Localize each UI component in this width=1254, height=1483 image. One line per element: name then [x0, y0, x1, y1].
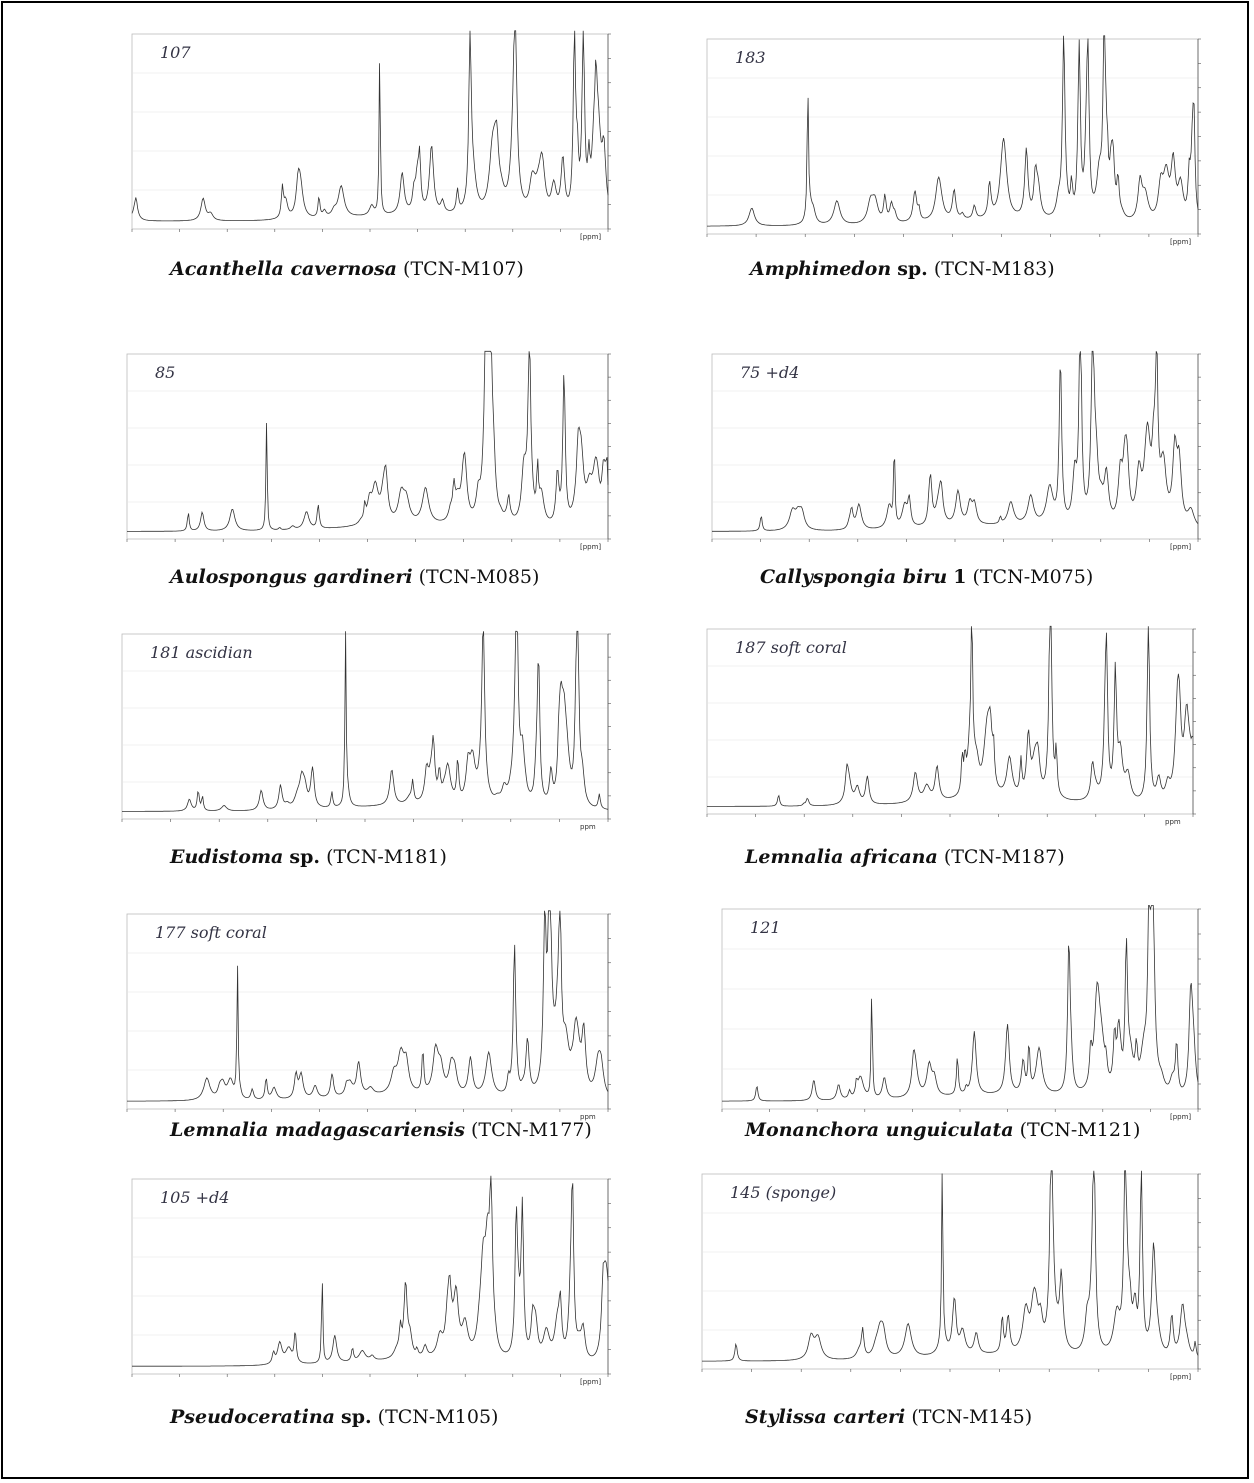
handwritten-note: 121: [750, 918, 781, 937]
axis-unit: [ppm]: [1170, 543, 1191, 551]
spectrum-trace: [712, 350, 1199, 532]
plot-frame: [126, 913, 609, 1110]
caption: Stylissa carteri (TCN-M145): [745, 1406, 1032, 1428]
handwritten-note: 145 (sponge): [730, 1183, 836, 1202]
axis-unit: [ppm]: [580, 1378, 601, 1386]
caption: Callyspongia biru 1 (TCN-M075): [760, 566, 1093, 588]
handwritten-note: 187 soft coral: [735, 638, 847, 657]
axis-unit: [ppm]: [580, 543, 601, 551]
plot-frame: [126, 353, 609, 540]
handwritten-note: 75 +d4: [740, 363, 799, 382]
caption: Lemnalia madagascariensis (TCN-M177): [170, 1119, 592, 1141]
caption: Eudistoma sp. (TCN-M181): [170, 846, 447, 868]
species-name: Lemnalia madagascariensis: [170, 1119, 465, 1141]
caption: Amphimedon sp. (TCN-M183): [750, 258, 1055, 280]
nmr-spectrum: 187 soft coral ppm: [706, 625, 1196, 826]
sample-code: (TCN-M181): [326, 846, 447, 868]
axis-unit: ppm: [580, 1113, 596, 1121]
handwritten-note: 105 +d4: [160, 1188, 229, 1207]
species-name: Amphimedon: [750, 258, 892, 280]
spectrum-trace: [127, 910, 609, 1102]
caption: Pseudoceratina sp. (TCN-M105): [170, 1406, 498, 1428]
axis-unit: [ppm]: [1170, 238, 1191, 246]
nmr-spectrum: 145 (sponge) [ppm]: [701, 1170, 1201, 1381]
axis-unit: ppm: [1165, 818, 1181, 826]
species-name: Callyspongia biru: [760, 566, 948, 588]
axis-unit: [ppm]: [580, 233, 601, 241]
species-name: Eudistoma: [170, 846, 284, 868]
sample-code: (TCN-M105): [377, 1406, 499, 1428]
handwritten-note: 181 ascidian: [150, 643, 253, 662]
axis-unit: ppm: [580, 823, 596, 831]
sample-code: (TCN-M187): [943, 846, 1065, 868]
axis-unit: [ppm]: [1170, 1113, 1191, 1121]
handwritten-note: 107: [160, 43, 191, 62]
species-name: Aulospongus gardineri: [170, 566, 413, 588]
handwritten-note: 177 soft coral: [155, 923, 267, 942]
species-qualifier: sp.: [289, 846, 321, 868]
nmr-spectrum: 105 +d4 [ppm]: [131, 1175, 611, 1386]
nmr-spectrum: 107 [ppm]: [131, 30, 611, 241]
spectrum-trace: [707, 35, 1199, 227]
plot-frame: [701, 1173, 1199, 1370]
sample-code: (TCN-M121): [1019, 1119, 1141, 1141]
nmr-spectrum: 183 [ppm]: [706, 35, 1201, 246]
species-name: Pseudoceratina: [170, 1406, 335, 1428]
species-name: Stylissa carteri: [745, 1406, 906, 1428]
sample-code: (TCN-M183): [933, 258, 1055, 280]
sample-code: (TCN-M107): [403, 258, 524, 280]
spectrum-trace: [132, 1175, 609, 1367]
nmr-spectrum: 85 [ppm]: [126, 350, 611, 551]
species-qualifier: sp.: [341, 1406, 372, 1428]
species-qualifier: sp.: [897, 258, 928, 280]
spectrum-trace: [702, 1170, 1199, 1362]
caption: Aulospongus gardineri (TCN-M085): [170, 566, 539, 588]
nmr-spectrum: 121 [ppm]: [721, 905, 1201, 1121]
caption: Lemnalia africana (TCN-M187): [745, 846, 1065, 868]
axis-unit: [ppm]: [1170, 1373, 1191, 1381]
spectrum-trace: [131, 30, 609, 222]
species-name: Monanchora unguiculata: [745, 1119, 1014, 1141]
nmr-spectrum: 75 +d4 [ppm]: [711, 350, 1201, 551]
spectrum-trace: [122, 630, 609, 812]
species-name: Acanthella cavernosa: [170, 258, 397, 280]
caption: Acanthella cavernosa (TCN-M107): [170, 258, 524, 280]
sample-code: (TCN-M177): [471, 1119, 592, 1141]
nmr-spectrum: 181 ascidian ppm: [121, 630, 611, 831]
spectrum-trace: [722, 905, 1199, 1102]
caption: Monanchora unguiculata (TCN-M121): [745, 1119, 1140, 1141]
sample-code: (TCN-M145): [911, 1406, 1033, 1428]
species-qualifier: 1: [953, 566, 967, 588]
plot-frame: [706, 38, 1199, 235]
spectrum-trace: [707, 625, 1194, 807]
sample-code: (TCN-M085): [418, 566, 540, 588]
plot-frame: [131, 1178, 609, 1375]
handwritten-note: 85: [155, 363, 175, 382]
handwritten-note: 183: [735, 48, 766, 67]
spectrum-trace: [127, 350, 609, 532]
nmr-spectrum: 177 soft coral ppm: [126, 910, 611, 1121]
sample-code: (TCN-M075): [972, 566, 1094, 588]
species-name: Lemnalia africana: [745, 846, 938, 868]
